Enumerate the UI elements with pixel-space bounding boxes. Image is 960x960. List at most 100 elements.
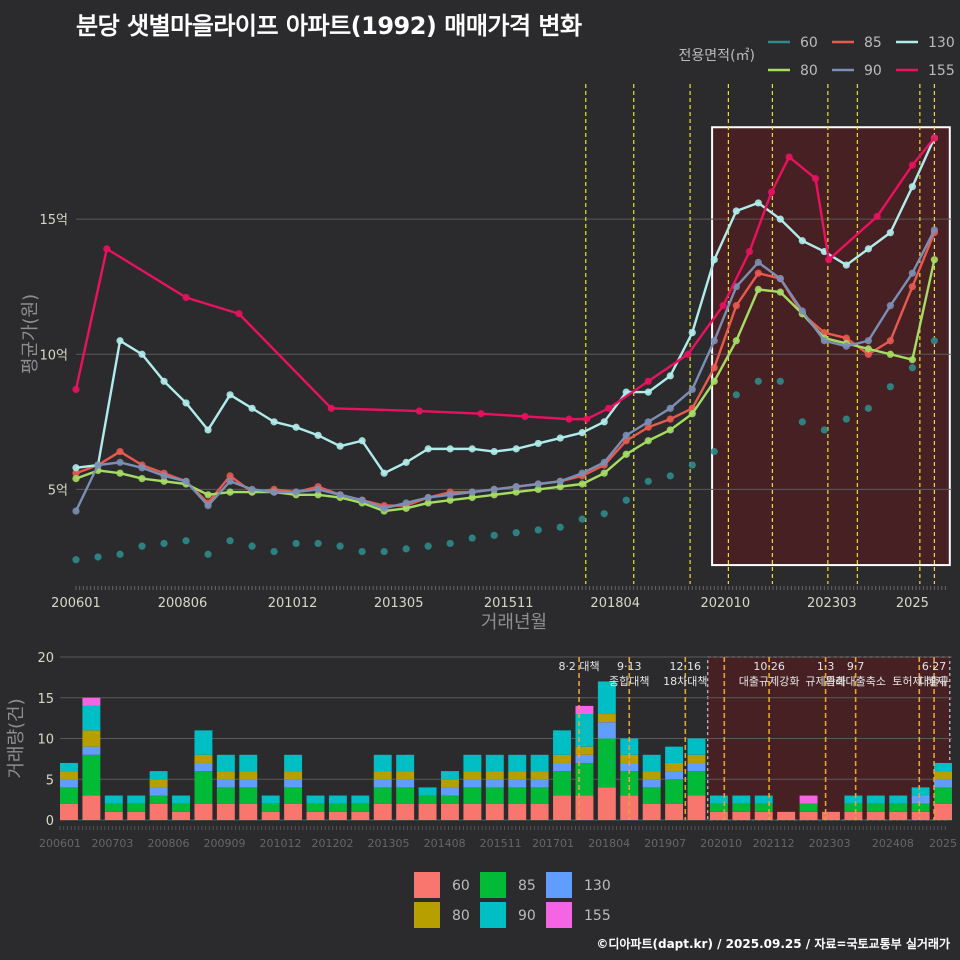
bar-segment-80	[687, 754, 706, 763]
bar-segment-85	[172, 803, 190, 812]
data-point-155	[825, 256, 833, 264]
bar-segment-90	[665, 746, 684, 763]
x-tick-label: 202010	[700, 596, 750, 611]
data-point-90	[446, 491, 454, 499]
data-point-90	[908, 269, 916, 277]
data-point-130	[754, 199, 762, 207]
x-tick-label: 200806	[158, 596, 208, 611]
bar-segment-60	[777, 811, 796, 820]
bar-segment-155	[82, 697, 101, 706]
bar-segment-85	[508, 787, 527, 804]
data-point-60	[820, 426, 828, 434]
data-point-130	[490, 447, 498, 456]
data-point-85	[886, 337, 894, 345]
data-point-90	[930, 226, 938, 234]
bar-segment-80	[934, 771, 952, 780]
data-point-155	[873, 212, 881, 221]
policy-annotation: 9·7	[847, 660, 865, 673]
bar-segment-90	[351, 795, 370, 804]
x-tick-label-bottom: 200806	[147, 837, 189, 850]
data-point-60	[490, 531, 498, 539]
data-point-130	[446, 445, 454, 453]
bar-segment-85	[799, 803, 818, 812]
bar-segment-80	[620, 754, 639, 763]
data-point-60	[336, 542, 344, 550]
bar-segment-130	[508, 779, 527, 788]
data-point-60	[358, 547, 366, 556]
y-tick-label: 5억	[48, 483, 68, 498]
bar-segment-80	[216, 771, 235, 780]
data-point-60	[226, 537, 234, 545]
bar-segment-130	[485, 779, 504, 788]
policy-annotation: 규제완화	[805, 675, 845, 688]
data-point-90	[182, 477, 190, 485]
data-point-60	[380, 547, 388, 556]
x-tick-label-bottom: 201701	[532, 837, 574, 850]
y-tick-label: 10억	[39, 348, 68, 363]
bar-segment-90	[934, 762, 952, 772]
bar-segment-80	[642, 771, 661, 780]
bar-segment-60	[911, 811, 930, 820]
data-point-80	[908, 356, 916, 364]
data-point-155	[930, 134, 938, 142]
data-point-60	[842, 415, 850, 423]
bar-segment-85	[620, 771, 639, 796]
bar-segment-90	[575, 714, 594, 747]
bar-segment-60	[373, 803, 392, 820]
x-tick-label-bottom: 202010	[700, 837, 742, 850]
x-tick-label-bottom: 201408	[424, 837, 466, 850]
policy-annotation: 12·16	[670, 660, 702, 673]
bar-segment-85	[149, 795, 168, 804]
data-point-90	[864, 337, 872, 345]
data-point-90	[402, 499, 410, 507]
bar-segment-85	[284, 787, 303, 804]
data-point-60	[732, 391, 740, 399]
data-point-130	[358, 437, 366, 445]
legend-swatch-bottom-85	[480, 872, 506, 898]
bar-segment-130	[463, 779, 482, 788]
bar-segment-80	[373, 771, 392, 780]
data-point-155	[415, 407, 423, 415]
y-tick-label-bottom: 20	[37, 651, 54, 666]
data-point-60	[72, 556, 80, 564]
data-point-130	[116, 337, 124, 345]
data-point-90	[138, 464, 146, 472]
data-point-60	[182, 537, 190, 545]
bar-segment-60	[485, 803, 504, 820]
data-point-155	[811, 174, 820, 183]
data-point-85	[116, 447, 124, 456]
bar-segment-60	[60, 803, 78, 820]
data-point-60	[930, 337, 938, 345]
x-tick-label: 200601	[51, 596, 101, 611]
bar-segment-60	[665, 803, 684, 820]
data-point-60	[644, 477, 652, 485]
data-point-80	[160, 477, 168, 485]
bar-segment-90	[508, 754, 527, 772]
bar-segment-85	[239, 787, 258, 804]
data-point-155	[235, 310, 243, 318]
data-point-130	[644, 388, 652, 396]
data-point-130	[204, 426, 212, 434]
bar-segment-90	[418, 787, 437, 796]
data-point-130	[138, 350, 146, 358]
data-point-130	[380, 469, 388, 477]
bar-segment-80	[284, 771, 303, 780]
bar-segment-85	[934, 787, 952, 804]
bar-segment-90	[306, 795, 325, 804]
bar-segment-90	[485, 754, 504, 772]
y-axis-title: 평균가(원)	[20, 294, 41, 374]
bar-segment-60	[530, 803, 549, 820]
bar-segment-80	[441, 779, 459, 788]
bar-segment-80	[463, 771, 482, 780]
data-point-155	[327, 404, 335, 412]
data-point-85	[710, 364, 718, 372]
data-point-90	[358, 496, 366, 504]
bar-segment-60	[687, 795, 706, 820]
bar-segment-90	[104, 795, 123, 804]
data-point-80	[116, 469, 124, 477]
data-point-130	[776, 215, 784, 223]
x-tick-label: 201804	[590, 596, 640, 611]
data-point-90	[666, 404, 674, 412]
data-point-155	[72, 385, 80, 394]
legend-swatch-bottom-130	[546, 872, 572, 898]
